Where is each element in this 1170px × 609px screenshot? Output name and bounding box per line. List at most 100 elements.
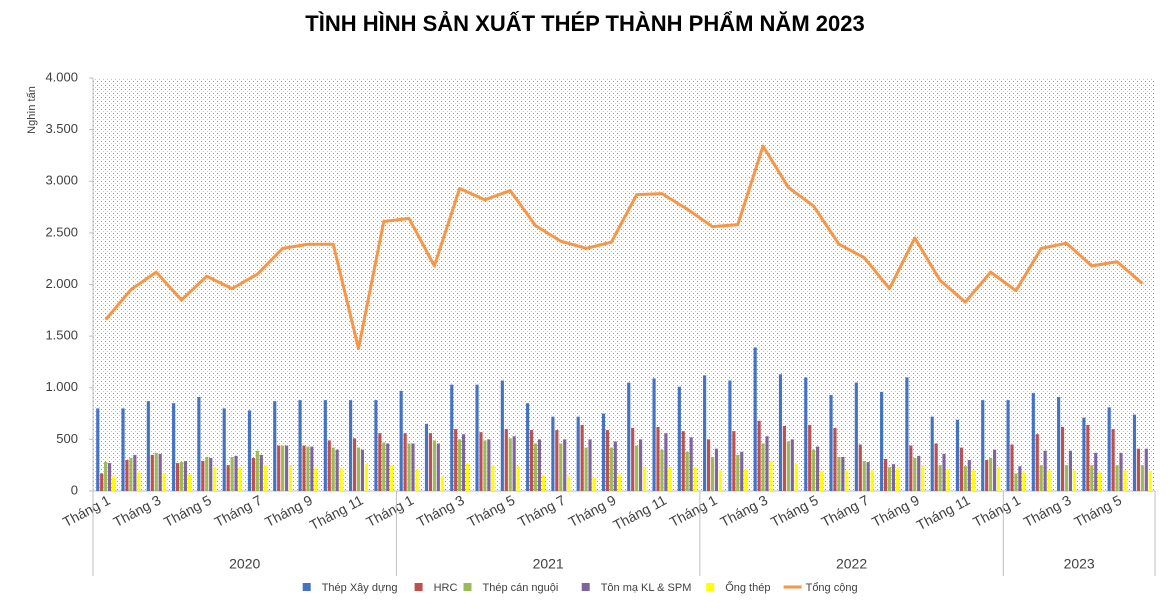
- legend-label: Tổng cộng: [806, 582, 858, 594]
- bar: [424, 423, 429, 491]
- bar: [584, 447, 588, 491]
- bar: [782, 425, 786, 491]
- bar: [146, 401, 150, 491]
- legend-label: Tôn mạ KL & SPM: [601, 582, 692, 594]
- bar: [399, 390, 403, 491]
- x-tick-label: Tháng 9: [262, 492, 315, 530]
- bar: [331, 447, 335, 491]
- bar: [288, 465, 293, 491]
- bar: [551, 416, 555, 491]
- bar: [1035, 434, 1039, 491]
- bar: [415, 469, 419, 491]
- bar: [465, 464, 470, 491]
- bar: [458, 439, 462, 491]
- y-tick-label: 2.000: [45, 276, 78, 291]
- bar: [921, 465, 925, 491]
- bar: [703, 375, 707, 491]
- bar: [209, 457, 213, 491]
- bar: [588, 439, 592, 491]
- bar: [454, 429, 458, 491]
- bar: [302, 445, 306, 491]
- bar: [285, 445, 289, 491]
- bar: [769, 461, 773, 491]
- bar: [627, 382, 631, 491]
- bar: [1060, 426, 1065, 491]
- bar: [104, 462, 108, 491]
- bar: [845, 470, 849, 491]
- bar: [677, 386, 681, 491]
- y-tick-label: 0: [71, 482, 78, 497]
- bar: [1148, 471, 1152, 491]
- bar: [125, 460, 129, 491]
- bar: [213, 467, 217, 491]
- bar: [559, 443, 563, 491]
- bar: [580, 424, 584, 491]
- bar: [526, 403, 530, 491]
- bar: [609, 447, 613, 491]
- bar: [816, 446, 820, 491]
- bar: [238, 467, 242, 491]
- bar: [740, 451, 744, 491]
- bar: [277, 445, 281, 491]
- legend-swatch: [463, 583, 472, 591]
- bar: [870, 470, 874, 491]
- bar: [306, 446, 310, 491]
- bar: [158, 453, 162, 491]
- group-label: 2020: [229, 556, 260, 572]
- y-axis-label: Nghìn tấn: [26, 86, 38, 134]
- bar: [744, 469, 748, 491]
- bar: [981, 400, 985, 491]
- bar: [352, 438, 357, 491]
- bar: [1094, 452, 1098, 491]
- bar: [930, 416, 934, 491]
- bar: [883, 458, 888, 491]
- bar: [479, 432, 483, 491]
- x-tick-label: Tháng 3: [717, 492, 770, 530]
- x-tick-label: Tháng 5: [464, 492, 517, 530]
- bar: [432, 440, 436, 491]
- bar: [985, 460, 989, 491]
- bar: [685, 451, 689, 491]
- bar: [335, 449, 339, 491]
- bar: [1115, 465, 1119, 491]
- x-tick-label: Tháng 3: [414, 492, 467, 530]
- plot-area: [93, 78, 1155, 491]
- bar: [891, 464, 896, 491]
- bar: [247, 410, 252, 491]
- bar: [555, 430, 559, 491]
- bar: [374, 400, 378, 491]
- bar: [500, 380, 504, 491]
- bar: [808, 424, 812, 491]
- bar: [491, 465, 495, 491]
- legend-label: Thép Xây dựng: [322, 582, 398, 594]
- bar: [327, 440, 331, 491]
- bar: [718, 470, 722, 491]
- bar: [1022, 472, 1026, 491]
- bar: [222, 408, 226, 491]
- legend-swatch: [302, 583, 311, 591]
- bar: [710, 456, 715, 491]
- bar: [841, 456, 845, 491]
- bar: [959, 447, 963, 491]
- bar: [761, 443, 765, 491]
- bar: [121, 408, 125, 491]
- bar: [656, 426, 660, 491]
- bar: [605, 430, 609, 491]
- bar: [1119, 452, 1123, 491]
- x-tick-label: Tháng 5: [1071, 492, 1124, 530]
- bar: [993, 449, 997, 491]
- bar: [1072, 470, 1076, 491]
- bar: [1111, 429, 1115, 491]
- bar: [356, 447, 361, 491]
- bar: [230, 456, 234, 491]
- bar: [251, 457, 255, 491]
- bar: [512, 436, 516, 491]
- bar: [154, 452, 158, 491]
- bar: [971, 470, 975, 491]
- bar: [664, 433, 668, 491]
- group-label: 2023: [1064, 556, 1095, 572]
- bar: [668, 467, 672, 491]
- bar: [1107, 407, 1111, 491]
- chart-title: TÌNH HÌNH SẢN XUẤT THÉP THÀNH PHẨM NĂM 2…: [305, 11, 864, 36]
